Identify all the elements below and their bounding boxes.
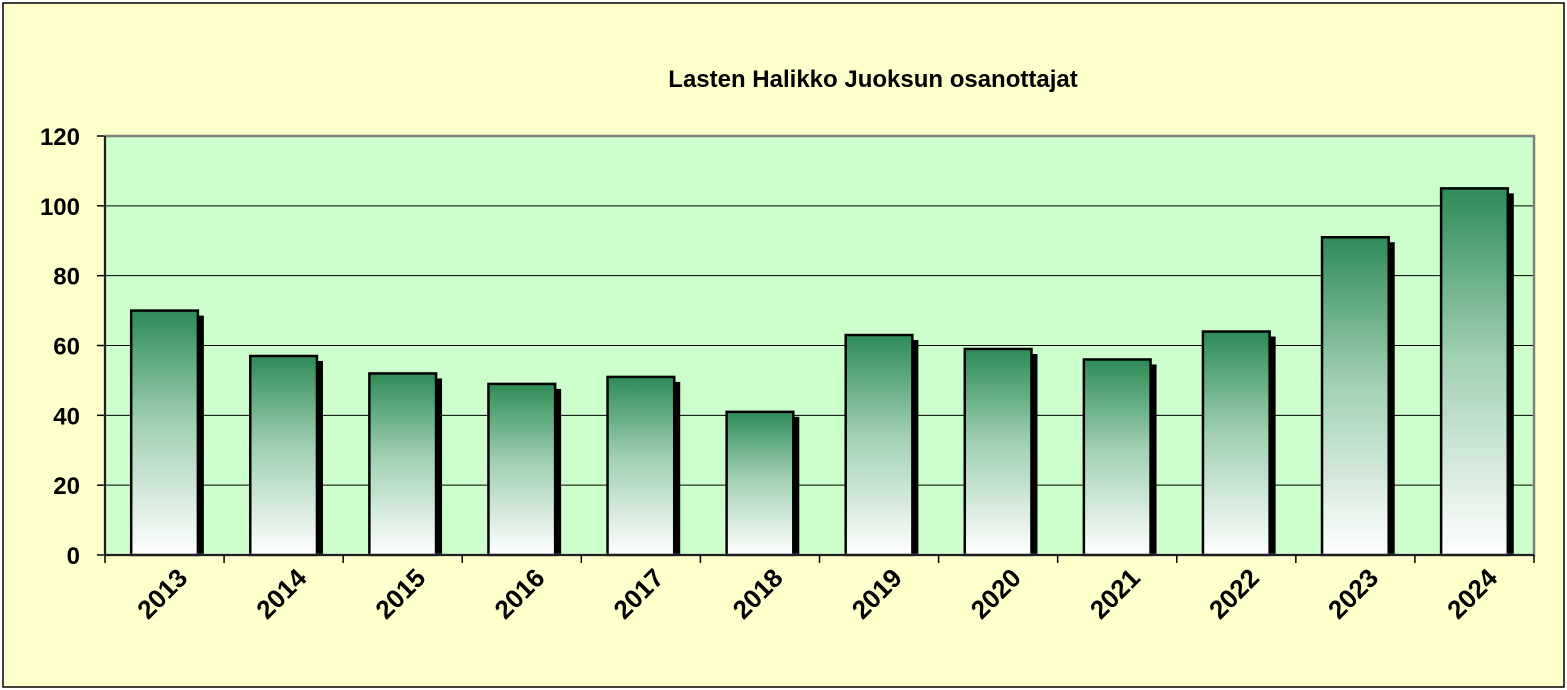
bar (1320, 236, 1390, 557)
bar (844, 333, 914, 557)
y-tick-label: 0 (67, 543, 80, 570)
bar (1201, 330, 1271, 557)
bar (129, 309, 200, 557)
bar (249, 354, 319, 557)
bar (606, 375, 676, 557)
bar (725, 410, 795, 557)
y-tick-label: 60 (53, 334, 80, 361)
bar (963, 347, 1033, 557)
bar (368, 372, 438, 557)
y-tick-label: 20 (53, 473, 80, 500)
y-tick-label: 120 (40, 124, 80, 151)
axes (97, 134, 1536, 563)
y-tick-label: 40 (53, 403, 80, 430)
bar (1439, 187, 1510, 557)
chart-title: Lasten Halikko Juoksun osanottajat (668, 66, 1077, 93)
y-tick-label: 100 (40, 194, 80, 221)
bar (1082, 358, 1152, 557)
y-tick-label: 80 (53, 264, 80, 291)
y-tick-labels: 0 20 40 60 80 100 120 (40, 124, 80, 570)
bar (487, 382, 557, 557)
gridlines (105, 205, 1534, 486)
bars (129, 187, 1514, 557)
